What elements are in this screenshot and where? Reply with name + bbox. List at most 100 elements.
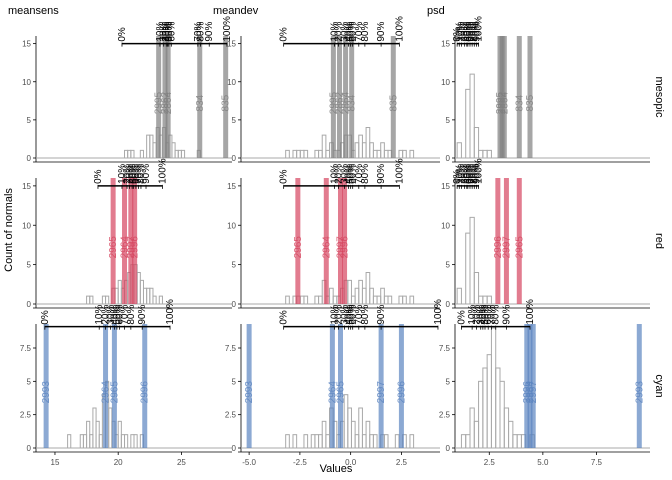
histogram-bar xyxy=(105,295,110,305)
y-tick-label: 15 xyxy=(22,40,31,49)
percentile-label: 10% xyxy=(454,22,465,42)
y-tick-label: 5 xyxy=(232,377,237,386)
histogram-bar xyxy=(314,149,320,159)
percentile-label: 30% xyxy=(125,164,136,184)
patient-marker-2993 xyxy=(43,324,49,448)
histogram-bar xyxy=(365,420,371,449)
percentile-label: 10% xyxy=(329,22,340,42)
column-strip-labels: meansens meandev psd xyxy=(8,5,445,17)
histogram-bar xyxy=(139,149,144,159)
histogram-bar xyxy=(482,149,488,159)
percentile-label: 40% xyxy=(462,164,473,184)
patient-marker-2996 xyxy=(524,324,530,448)
patient-marker-2997 xyxy=(378,324,384,448)
histogram-bar xyxy=(383,434,389,449)
histogram-bar xyxy=(380,287,385,305)
patient-marker-2862 xyxy=(162,36,168,158)
patient-marker-2965 xyxy=(295,178,301,304)
percentile-label: 80% xyxy=(360,305,371,325)
percentile-label: 20% xyxy=(122,164,133,184)
histogram-bar xyxy=(365,272,371,305)
histogram-bar xyxy=(394,434,400,449)
histogram-bar xyxy=(499,380,505,449)
histogram-bar xyxy=(292,149,298,159)
histogram-bar xyxy=(387,295,393,305)
histogram-bar xyxy=(285,149,290,159)
percentile-label: 60% xyxy=(465,164,476,184)
patient-label-2996: 2996 xyxy=(522,381,533,404)
percentile-label: 30% xyxy=(340,164,351,184)
percentile-label: 50% xyxy=(112,305,123,325)
histogram-bar xyxy=(516,434,522,449)
patient-label-2993: 2993 xyxy=(244,381,255,404)
y-tick-label: 10 xyxy=(227,78,236,87)
percentile-label: 0% xyxy=(279,310,290,325)
histogram-bar xyxy=(383,149,389,159)
percentile-label: 100% xyxy=(474,158,485,184)
histogram-bar xyxy=(369,434,374,449)
percentile-label: 70% xyxy=(354,305,365,325)
percentile-label: 80% xyxy=(360,164,371,184)
percentile-label: 100% xyxy=(222,16,233,42)
patient-marker-2996 xyxy=(342,178,348,304)
percentile-label: 90% xyxy=(376,164,387,184)
percentile-label: 70% xyxy=(354,22,365,42)
percentile-label: 100% xyxy=(157,158,168,184)
patient-marker-835 xyxy=(223,36,229,158)
percentile-label: 20% xyxy=(333,305,344,325)
x-tick-label: 15 xyxy=(51,458,60,467)
patient-label-2997: 2997 xyxy=(528,381,539,404)
patient-marker-2996 xyxy=(142,324,148,448)
percentile-label: 50% xyxy=(164,22,175,42)
patient-marker-835 xyxy=(390,36,396,158)
row-strip-labels: mesopic red cyan xyxy=(653,77,665,398)
percentile-label: 40% xyxy=(163,22,174,42)
y-tick-label: 2.5 xyxy=(439,411,451,420)
patient-marker-2964 xyxy=(329,324,335,448)
x-tick-label: 0.0 xyxy=(345,458,357,467)
histogram-bar xyxy=(456,142,462,159)
patient-label-2964: 2964 xyxy=(525,381,536,404)
histogram-bar xyxy=(478,149,484,159)
patient-label-2964: 2964 xyxy=(101,381,112,404)
patient-marker-2964 xyxy=(103,324,109,448)
percentile-label: 0% xyxy=(117,27,128,42)
y-tick-label: 5 xyxy=(446,116,451,125)
y-tick-label: 5 xyxy=(27,261,32,270)
percentile-label: 50% xyxy=(480,305,491,325)
patient-label-2996: 2996 xyxy=(130,236,141,259)
percentile-label: 10% xyxy=(454,164,465,184)
percentile-label: 60% xyxy=(483,305,494,325)
patient-label-2864: 2864 xyxy=(499,92,510,115)
histogram-bar xyxy=(490,327,497,449)
percentile-label: 70% xyxy=(193,22,204,42)
histogram-bar xyxy=(409,295,415,305)
y-tick-label: 5 xyxy=(27,377,32,386)
percentile-label: 30% xyxy=(106,305,117,325)
histogram-bar xyxy=(285,434,290,449)
patient-label-2997: 2997 xyxy=(126,236,137,259)
y-tick-label: 2.5 xyxy=(225,411,237,420)
x-tick-label: 2.5 xyxy=(484,458,496,467)
percentile-label: 30% xyxy=(340,305,351,325)
percentile-label: 50% xyxy=(463,164,474,184)
histogram-bar xyxy=(358,407,363,449)
percentile-label: 20% xyxy=(456,22,467,42)
histogram-bar xyxy=(325,434,331,449)
patient-marker-2996 xyxy=(495,178,501,304)
percentile-label: 60% xyxy=(114,305,125,325)
percentile-label: 20% xyxy=(333,22,344,42)
patient-marker-2995 xyxy=(156,36,162,158)
x-tick-label: 25 xyxy=(177,458,186,467)
patient-label-2996: 2996 xyxy=(340,236,351,259)
histogram-bar xyxy=(310,434,316,449)
histogram-bar xyxy=(350,420,356,449)
x-tick-label: 5.0 xyxy=(537,458,549,467)
histogram-bar xyxy=(303,149,309,159)
patient-marker-2993 xyxy=(636,324,642,448)
patient-marker-2993 xyxy=(246,324,252,448)
